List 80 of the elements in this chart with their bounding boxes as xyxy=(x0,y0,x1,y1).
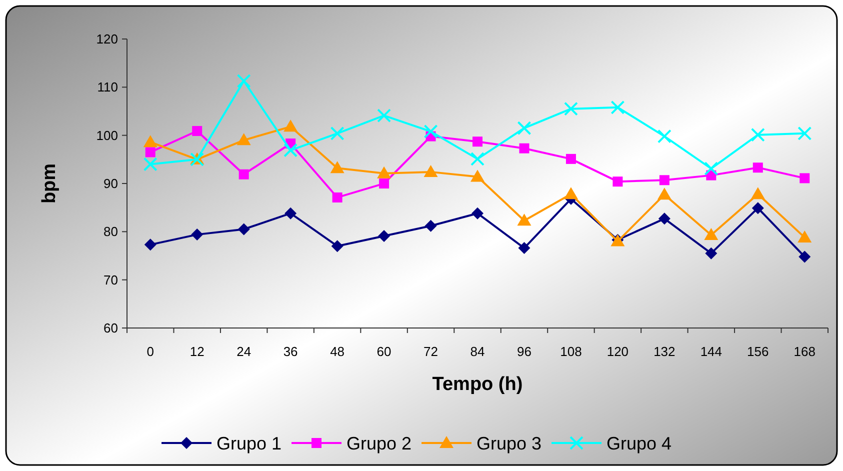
y-tick-label: 100 xyxy=(96,128,118,143)
y-tick-label: 120 xyxy=(96,32,118,47)
point xyxy=(472,136,482,147)
point xyxy=(612,176,623,187)
point xyxy=(236,133,251,146)
point xyxy=(238,223,250,236)
y-tick-label: 90 xyxy=(104,176,118,192)
x-axis-title: Tempo (h) xyxy=(432,374,523,395)
point xyxy=(517,214,532,226)
point xyxy=(284,120,298,132)
point xyxy=(610,100,625,114)
point xyxy=(284,207,297,220)
point xyxy=(752,162,763,173)
x-tick-label: 84 xyxy=(470,344,485,359)
point xyxy=(330,161,344,174)
point xyxy=(750,128,765,142)
point xyxy=(470,170,484,182)
point xyxy=(657,129,672,144)
legend-label: Grupo 2 xyxy=(346,433,412,454)
point xyxy=(143,157,158,172)
point xyxy=(330,126,344,140)
point xyxy=(284,143,298,158)
point xyxy=(144,238,156,251)
point xyxy=(518,242,530,254)
point xyxy=(752,202,764,214)
point xyxy=(798,250,811,263)
point xyxy=(331,240,344,252)
point xyxy=(657,188,672,200)
point xyxy=(145,147,156,158)
point xyxy=(798,126,812,140)
y-tick-label: 70 xyxy=(104,272,118,288)
x-tick-label: 12 xyxy=(190,344,204,359)
point xyxy=(659,175,670,186)
point xyxy=(424,220,437,232)
y-tick-label: 60 xyxy=(104,320,118,336)
point xyxy=(517,121,532,136)
point xyxy=(519,143,530,154)
x-tick-label: 144 xyxy=(700,344,722,359)
point xyxy=(658,212,670,225)
legend-label: Grupo 1 xyxy=(216,433,282,454)
x-tick-label: 48 xyxy=(330,344,345,359)
x-tick-label: 72 xyxy=(424,344,438,359)
point xyxy=(332,192,342,202)
point xyxy=(192,126,202,136)
point xyxy=(704,228,718,240)
point xyxy=(564,187,578,200)
x-tick-label: 120 xyxy=(606,344,629,359)
point xyxy=(472,207,484,220)
point xyxy=(564,102,578,116)
x-tick-label: 168 xyxy=(794,344,816,359)
point xyxy=(800,173,810,184)
y-axis-title: bpm xyxy=(39,163,60,204)
legend-label: Grupo 4 xyxy=(606,433,672,454)
x-tick-label: 156 xyxy=(747,344,769,359)
x-tick-label: 36 xyxy=(283,344,298,359)
y-tick-label: 80 xyxy=(104,224,118,240)
point xyxy=(750,187,765,200)
x-tick-label: 24 xyxy=(236,344,252,359)
x-tick-label: 108 xyxy=(560,344,582,359)
x-tick-label: 132 xyxy=(654,344,676,359)
x-tick-label: 0 xyxy=(146,344,154,359)
point xyxy=(424,124,438,138)
x-tick-label: 60 xyxy=(376,344,392,359)
point xyxy=(377,166,392,178)
point xyxy=(424,164,438,177)
point xyxy=(470,152,484,166)
point xyxy=(566,154,576,164)
point xyxy=(377,108,392,123)
point xyxy=(798,230,812,242)
x-tick-label: 96 xyxy=(517,344,532,359)
point xyxy=(378,230,390,242)
point xyxy=(238,169,249,180)
point xyxy=(379,178,390,188)
point xyxy=(236,74,251,88)
point xyxy=(191,228,204,241)
point xyxy=(143,135,158,148)
point xyxy=(704,162,718,176)
y-tick-label: 110 xyxy=(97,80,118,95)
point xyxy=(705,247,718,260)
legend-label: Grupo 3 xyxy=(476,433,542,454)
